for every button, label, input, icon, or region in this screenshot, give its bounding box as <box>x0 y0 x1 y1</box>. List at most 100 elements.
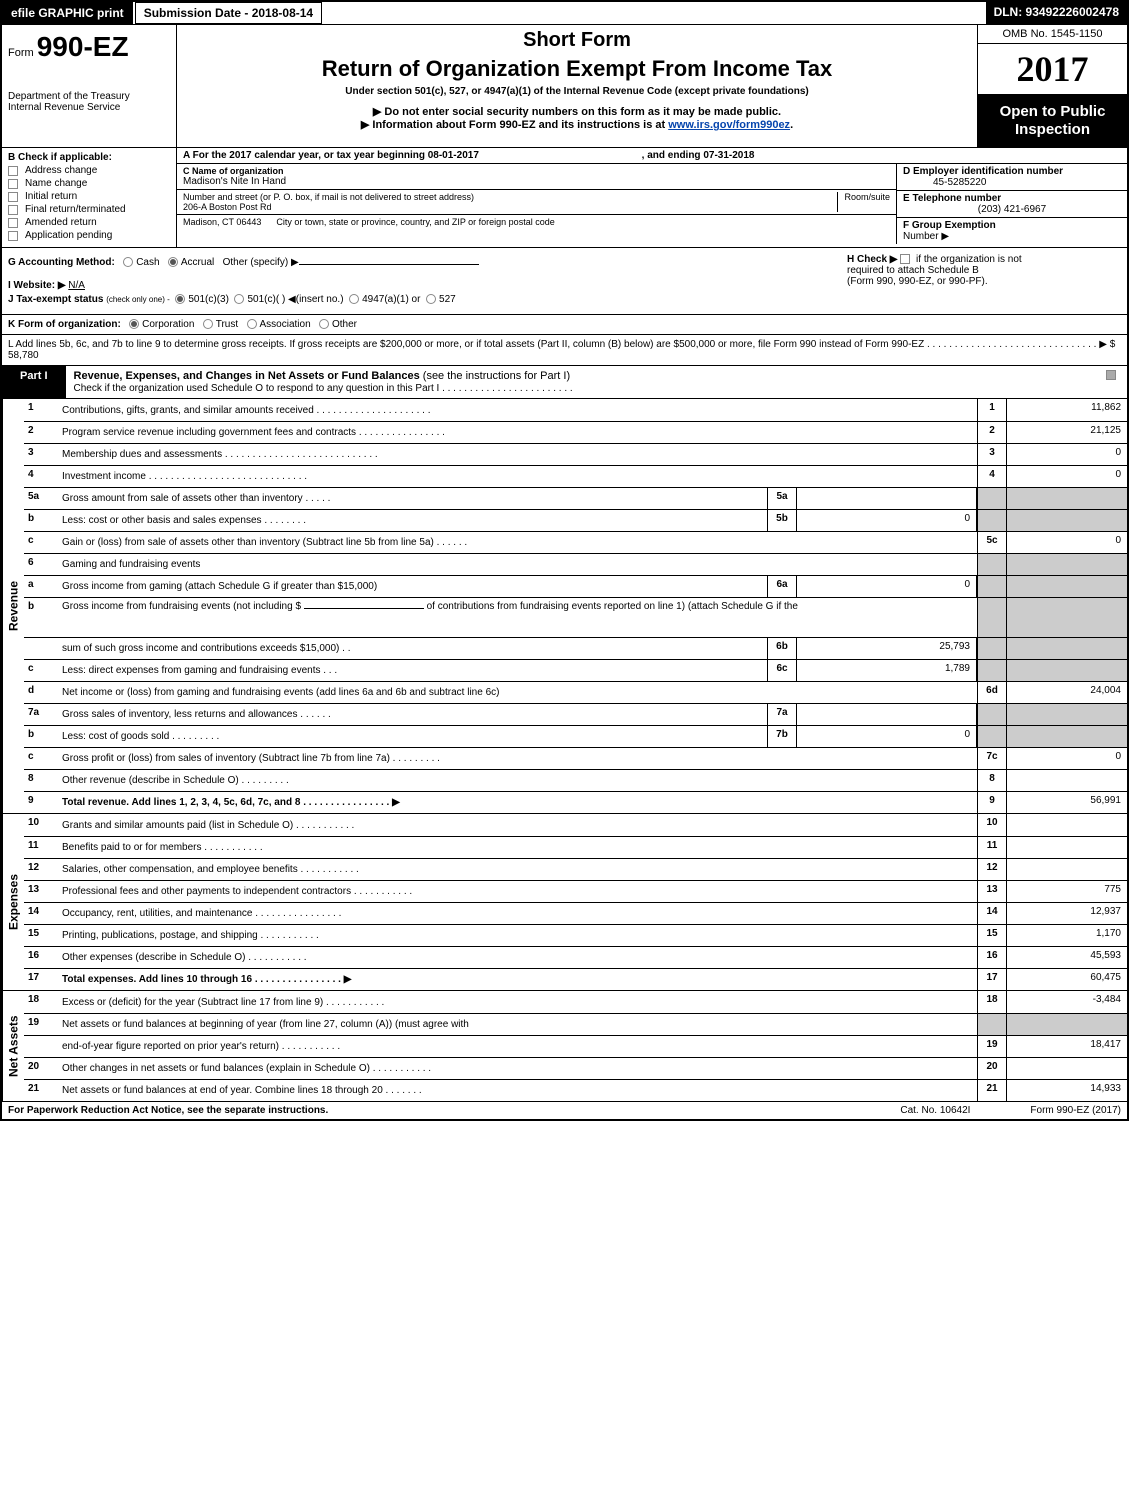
address-label: Number and street (or P. O. box, if mail… <box>183 192 474 202</box>
check-address-change[interactable]: Address change <box>8 165 170 176</box>
radio-icon[interactable] <box>234 294 244 304</box>
telephone-value: (203) 421-6967 <box>903 204 1121 215</box>
section-abcdef: B Check if applicable: Address change Na… <box>2 147 1127 247</box>
tax-exempt-501c: 501(c)( ) ◀(insert no.) <box>247 294 343 305</box>
website-value: N/A <box>68 280 85 291</box>
radio-icon[interactable] <box>349 294 359 304</box>
org-name-label: C Name of organization <box>183 166 284 176</box>
header-right: OMB No. 1545-1150 2017 Open to Public In… <box>977 25 1127 147</box>
form-container: efile GRAPHIC print Submission Date - 20… <box>0 0 1129 1121</box>
form-number: 990-EZ <box>37 31 129 62</box>
line-6b-amount-field[interactable] <box>304 608 424 609</box>
section-cde-wrap: A For the 2017 calendar year, or tax yea… <box>177 148 1127 247</box>
submission-date: Submission Date - 2018-08-14 <box>135 2 322 24</box>
h-check-label: H Check ▶ <box>847 254 897 265</box>
radio-icon[interactable] <box>129 319 139 329</box>
tax-year: 2017 <box>978 44 1127 95</box>
do-not-enter-ssn: ▶ Do not enter social security numbers o… <box>185 105 969 118</box>
row-cde: C Name of organization Madison's Nite In… <box>177 164 1127 244</box>
radio-icon[interactable] <box>168 257 178 267</box>
checkbox-icon[interactable] <box>1106 370 1116 380</box>
omb-number: OMB No. 1545-1150 <box>978 25 1127 44</box>
section-a-begin: A For the 2017 calendar year, or tax yea… <box>183 150 479 161</box>
line-21: 21 Net assets or fund balances at end of… <box>24 1079 1127 1101</box>
city-label: City or town, state or province, country… <box>276 217 554 227</box>
expenses-lines: 10 Grants and similar amounts paid (list… <box>24 814 1127 990</box>
telephone-label: E Telephone number <box>903 193 1001 204</box>
line-6b-desc2: of contributions from fundraising events… <box>427 601 798 612</box>
section-f: F Group Exemption Number ▶ <box>897 218 1127 244</box>
checkbox-icon <box>8 231 18 241</box>
net-assets-lines: 18 Excess or (deficit) for the year (Sub… <box>24 991 1127 1101</box>
top-bar: efile GRAPHIC print Submission Date - 20… <box>2 2 1127 24</box>
check-name-change[interactable]: Name change <box>8 178 170 189</box>
paperwork-notice: For Paperwork Reduction Act Notice, see … <box>8 1105 328 1116</box>
line-5b: b Less: cost or other basis and sales ex… <box>24 509 1127 531</box>
check-initial-return[interactable]: Initial return <box>8 191 170 202</box>
efile-print-button[interactable]: efile GRAPHIC print <box>2 2 133 24</box>
org-name-value: Madison's Nite In Hand <box>183 176 286 187</box>
line-5c: c Gain or (loss) from sale of assets oth… <box>24 531 1127 553</box>
radio-icon[interactable] <box>175 294 185 304</box>
dept-irs: Internal Revenue Service <box>8 102 170 113</box>
radio-icon[interactable] <box>426 294 436 304</box>
line-6d: d Net income or (loss) from gaming and f… <box>24 681 1127 703</box>
part-1-title-text: Revenue, Expenses, and Changes in Net As… <box>74 370 423 382</box>
catalog-number: Cat. No. 10642I <box>900 1105 970 1116</box>
radio-icon[interactable] <box>319 319 329 329</box>
line-6b-1: b Gross income from fundraising events (… <box>24 597 1127 637</box>
expenses-side-label: Expenses <box>2 814 24 990</box>
section-b: B Check if applicable: Address change Na… <box>2 148 177 247</box>
radio-icon[interactable] <box>203 319 213 329</box>
checkbox-icon <box>8 179 18 189</box>
line-6b-desc1: Gross income from fundraising events (no… <box>62 601 301 612</box>
h-schedule-b: required to attach Schedule B <box>847 265 979 276</box>
tax-exempt-label: J Tax-exempt status <box>8 294 103 305</box>
radio-icon[interactable] <box>123 257 133 267</box>
line-5a: 5a Gross amount from sale of assets othe… <box>24 487 1127 509</box>
line-19-2: end-of-year figure reported on prior yea… <box>24 1035 1127 1057</box>
section-b-title: B Check if applicable: <box>8 152 170 163</box>
group-exemption-number: Number ▶ <box>903 231 949 242</box>
address-block: Number and street (or P. O. box, if mail… <box>177 190 896 215</box>
section-j: J Tax-exempt status (check only one) - 5… <box>8 294 841 305</box>
form-prefix: Form <box>8 47 34 59</box>
org-corporation: Corporation <box>142 319 194 330</box>
dept-treasury: Department of the Treasury <box>8 91 170 102</box>
line-6b-2: sum of such gross income and contributio… <box>24 637 1127 659</box>
section-i: I Website: ▶ N/A <box>8 280 841 291</box>
short-form-title: Short Form <box>185 29 969 52</box>
section-de: D Employer identification number 45-5285… <box>897 164 1127 244</box>
room-suite: Room/suite <box>837 192 890 212</box>
line-7b: b Less: cost of goods sold . . . . . . .… <box>24 725 1127 747</box>
section-k: K Form of organization: Corporation Trus… <box>2 314 1127 334</box>
check-amended-return[interactable]: Amended return <box>8 217 170 228</box>
group-exemption-label: F Group Exemption <box>903 220 996 231</box>
other-specify-field[interactable] <box>299 264 479 265</box>
check-application-pending[interactable]: Application pending <box>8 230 170 241</box>
accounting-method-label: G Accounting Method: <box>8 257 115 268</box>
city-block: Madison, CT 06443 City or town, state or… <box>177 215 896 229</box>
section-a: A For the 2017 calendar year, or tax yea… <box>177 148 1127 164</box>
info-line: ▶ Information about Form 990-EZ and its … <box>185 118 969 131</box>
h-not-required: if the organization is not <box>916 254 1022 265</box>
irs-link[interactable]: www.irs.gov/form990ez <box>668 119 790 131</box>
open-to-public-2: Inspection <box>1015 121 1090 138</box>
address-value: 206-A Boston Post Rd <box>183 202 272 212</box>
radio-icon[interactable] <box>247 319 257 329</box>
expenses-section: Expenses 10 Grants and similar amounts p… <box>2 813 1127 990</box>
section-g: G Accounting Method: Cash Accrual Other … <box>8 257 841 268</box>
checkbox-icon <box>8 205 18 215</box>
section-l: L Add lines 5b, 6c, and 7b to line 9 to … <box>2 334 1127 365</box>
org-name-block: C Name of organization Madison's Nite In… <box>177 164 896 190</box>
form-number-footer: Form 990-EZ (2017) <box>1030 1105 1121 1116</box>
header-left: Form 990-EZ Department of the Treasury I… <box>2 25 177 147</box>
org-other: Other <box>332 319 357 330</box>
checkbox-icon[interactable] <box>900 254 910 264</box>
net-assets-section: Net Assets 18 Excess or (deficit) for th… <box>2 990 1127 1101</box>
section-ghij: G Accounting Method: Cash Accrual Other … <box>2 247 1127 314</box>
line-11: 11 Benefits paid to or for members . . .… <box>24 836 1127 858</box>
header-center: Short Form Return of Organization Exempt… <box>177 25 977 147</box>
line-2: 2 Program service revenue including gove… <box>24 421 1127 443</box>
check-final-return[interactable]: Final return/terminated <box>8 204 170 215</box>
